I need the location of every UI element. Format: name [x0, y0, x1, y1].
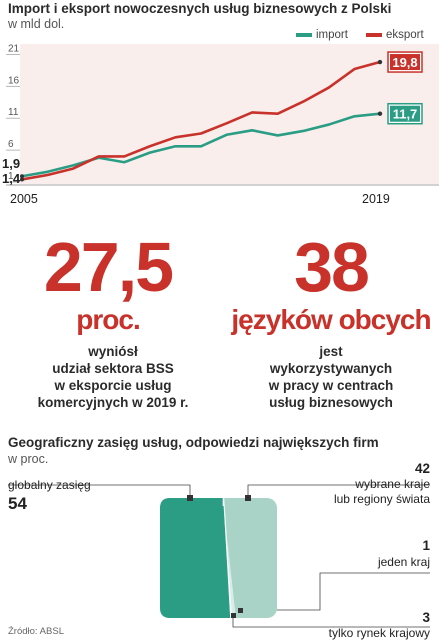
- data-point-eksport: [200, 132, 202, 135]
- stat-share-unit: proc.: [76, 304, 140, 335]
- leader-selected: [247, 484, 430, 497]
- stat-languages-desc-line: usług biznesowych: [269, 395, 393, 410]
- y-tick-label: 16: [8, 75, 20, 86]
- stat-languages-desc-line: w pracy w centrach: [268, 378, 394, 393]
- legend-eksport-swatch: [366, 32, 382, 37]
- data-point-import: [353, 115, 356, 117]
- leader-global: [8, 484, 191, 497]
- y-tick-label: 21: [8, 43, 20, 54]
- stat-languages-desc-line: wykorzystywanych: [269, 361, 393, 376]
- scope-chart: [8, 484, 430, 628]
- segment-global: [160, 498, 231, 618]
- data-point-eksport: [46, 174, 49, 176]
- legend-eksport-label: eksport: [386, 29, 424, 41]
- data-point-eksport: [123, 155, 125, 158]
- data-point-eksport: [225, 122, 228, 124]
- start-marker-eksport: [20, 177, 24, 182]
- data-point-import: [46, 171, 49, 173]
- data-point-eksport: [72, 168, 74, 170]
- legend-import: import: [296, 29, 348, 41]
- data-point-import: [251, 129, 253, 131]
- source-note: Źródło: ABSL: [8, 626, 64, 637]
- data-point-import: [302, 130, 304, 132]
- segment-one-country: [223, 498, 233, 618]
- leader-one: [241, 572, 430, 611]
- data-point-eksport: [277, 113, 279, 115]
- data-point-import: [174, 145, 177, 147]
- x-tick-label: 2019: [362, 192, 390, 206]
- chart-title: Import i eksport nowoczesnych usług bizn…: [8, 1, 392, 16]
- label-domestic: tylko rynek krajowy: [328, 626, 430, 640]
- y-tick-label: 11: [8, 107, 19, 118]
- data-point-import: [277, 134, 279, 137]
- data-point-import: [123, 161, 125, 163]
- data-point-eksport: [353, 68, 356, 70]
- value-domestic: 3: [422, 610, 430, 625]
- section2-title: Geograficzny zasięg usług, odpowiedzi na…: [8, 435, 379, 450]
- start-marker-import: [20, 174, 24, 179]
- label-one: jeden kraj: [377, 555, 430, 569]
- stat-languages-unit: języków obcych: [231, 304, 431, 335]
- value-selected: 42: [414, 461, 430, 476]
- label-selected: wybrane kraje lub regiony świata: [334, 477, 430, 507]
- value-one: 1: [422, 538, 430, 553]
- data-point-eksport: [251, 111, 253, 114]
- stat-share-desc-line: udział sektora BSS: [52, 361, 174, 376]
- start-value-label-import: 1,9: [2, 156, 20, 171]
- leader-domestic: [232, 616, 430, 628]
- data-point-import: [200, 145, 202, 147]
- marker-domestic: [231, 613, 236, 618]
- stat-share-desc-line: komercyjnych w 2019 r.: [37, 395, 189, 410]
- data-point-eksport: [174, 136, 177, 138]
- end-value-label-import: 11,7: [393, 107, 418, 122]
- start-value-label-eksport: 1,4: [2, 171, 21, 186]
- marker-selected: [245, 495, 251, 501]
- stat-share-desc: wyniósł udział sektora BSS w eksporcie u…: [8, 343, 218, 411]
- data-point-eksport: [302, 101, 304, 103]
- data-point-eksport: [98, 155, 100, 158]
- end-marker-import: [377, 111, 383, 116]
- stat-share-desc-line: wyniósł: [88, 344, 138, 359]
- data-point-import: [328, 123, 330, 126]
- stat-share-desc-line: w eksporcie usług: [54, 378, 172, 393]
- label-global: globalny zasięg: [8, 478, 91, 492]
- legend-import-label: import: [316, 29, 348, 41]
- end-label-fill-import: [390, 105, 420, 122]
- segment-domestic: [227, 538, 236, 618]
- stat-languages-desc-line: jest: [319, 344, 343, 359]
- end-label-fill-eksport: [390, 54, 420, 71]
- scope-shapes: [160, 498, 277, 618]
- legend-import-swatch: [296, 32, 312, 37]
- marker-one: [238, 608, 243, 613]
- chart-subtitle: w mld dol.: [8, 17, 65, 31]
- y-tick-label: 6: [8, 139, 14, 150]
- label-selected-line: wybrane kraje: [355, 477, 430, 491]
- legend-eksport: eksport: [366, 29, 424, 41]
- data-point-import: [149, 152, 151, 154]
- value-global: 54: [8, 494, 27, 513]
- data-point-eksport: [328, 86, 330, 89]
- x-tick-label: 2005: [10, 192, 38, 206]
- end-marker-eksport: [377, 59, 383, 65]
- stat-languages-value: 38: [294, 228, 370, 306]
- stat-languages-desc: jest wykorzystywanych w pracy w centrach…: [226, 343, 436, 411]
- stat-share-value: 27,5: [43, 228, 174, 306]
- section2-subtitle: w proc.: [8, 452, 49, 466]
- y-tick-label: 1: [8, 171, 14, 182]
- end-value-label-eksport: 19,8: [392, 55, 417, 70]
- label-selected-line: lub regiony świata: [333, 492, 430, 506]
- marker-global: [187, 495, 193, 501]
- data-point-eksport: [149, 145, 151, 147]
- data-point-import: [225, 134, 228, 136]
- data-point-import: [72, 164, 74, 167]
